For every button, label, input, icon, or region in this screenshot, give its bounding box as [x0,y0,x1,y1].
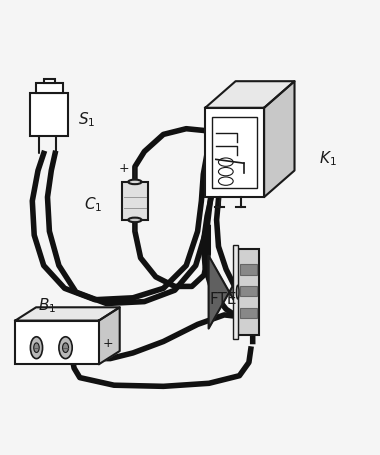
Bar [30,93,68,136]
Ellipse shape [128,217,141,222]
Bar [44,80,55,83]
Text: C$_1$: C$_1$ [84,195,103,214]
Text: S$_1$: S$_1$ [78,110,95,129]
Ellipse shape [59,337,72,359]
Text: B$_1$: B$_1$ [38,296,56,315]
Bar [122,182,148,220]
Polygon shape [205,81,294,108]
Text: +: + [103,337,114,350]
Polygon shape [15,307,120,321]
Polygon shape [264,81,294,197]
Bar [240,308,256,318]
Text: K$_1$: K$_1$ [319,150,337,168]
Bar [205,108,264,197]
Bar [238,249,259,335]
Polygon shape [209,256,238,329]
Ellipse shape [236,285,239,299]
Bar [233,245,238,339]
Ellipse shape [30,337,43,359]
Polygon shape [99,307,120,364]
Bar [36,83,63,93]
Ellipse shape [34,343,39,353]
Ellipse shape [63,343,68,353]
Bar [240,264,256,275]
Bar [240,286,256,296]
Text: FTE: FTE [209,292,236,307]
Bar [15,321,99,364]
Text: +: + [118,162,129,175]
Ellipse shape [128,180,141,184]
Bar [212,117,257,187]
